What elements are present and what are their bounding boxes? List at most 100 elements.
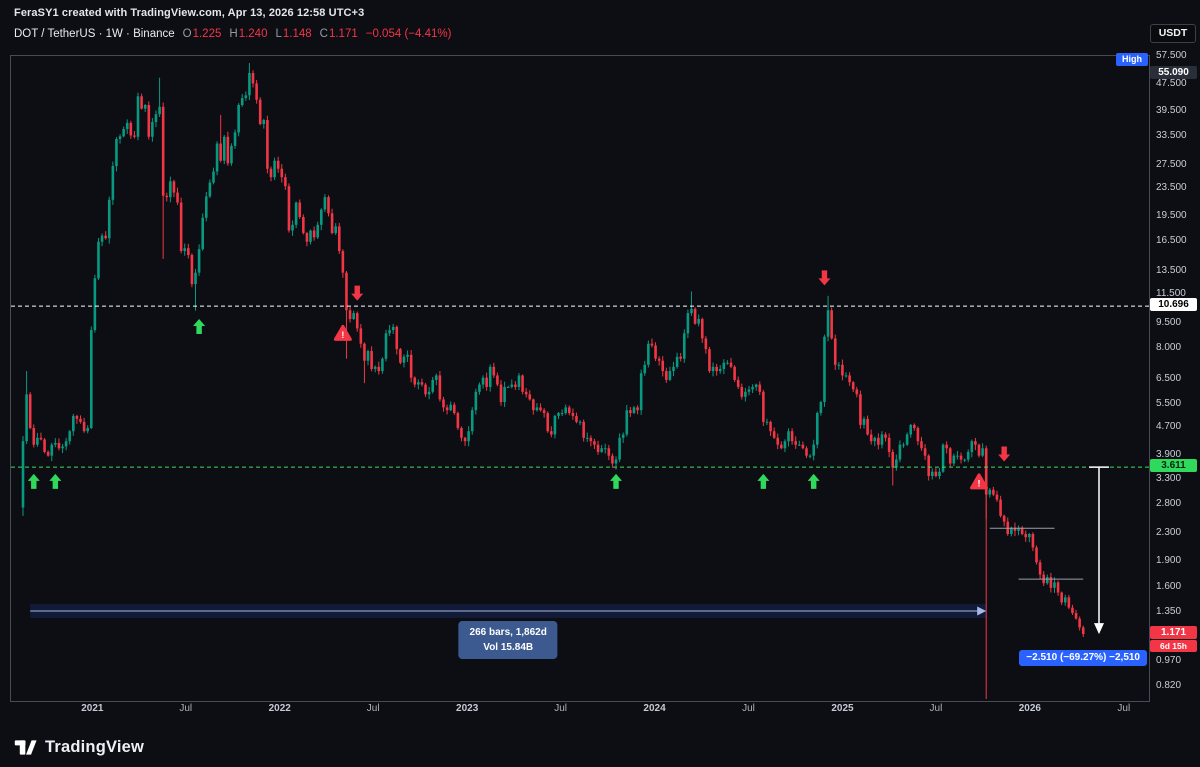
candle-body bbox=[445, 407, 449, 411]
arrow-down-marker[interactable] bbox=[998, 446, 1011, 462]
candle-body bbox=[1035, 547, 1038, 563]
candle-body bbox=[611, 455, 614, 464]
candle-body bbox=[905, 434, 909, 445]
price-axis-label: 3.900 bbox=[1156, 448, 1182, 460]
candle-body bbox=[754, 384, 758, 387]
symbol-legend[interactable]: DOT / TetherUS · 1W · Binance O1.225 H1.… bbox=[14, 28, 451, 40]
candle-body bbox=[305, 233, 309, 242]
time-axis-label: 2026 bbox=[1018, 703, 1041, 714]
candle-body bbox=[812, 444, 815, 456]
candle-body bbox=[61, 446, 64, 449]
candle-body bbox=[172, 181, 176, 193]
candle-body bbox=[930, 471, 934, 477]
candle-body bbox=[959, 455, 963, 460]
candle-body bbox=[877, 437, 880, 445]
candle-body bbox=[363, 343, 366, 361]
candle-body bbox=[395, 326, 399, 350]
time-axis-label: 2021 bbox=[81, 703, 104, 714]
candle-body bbox=[28, 394, 32, 429]
candle-body bbox=[851, 382, 855, 390]
candle-body bbox=[704, 338, 708, 350]
time-axis-label: Jul bbox=[366, 703, 380, 714]
candle-body bbox=[819, 402, 823, 414]
candle-body bbox=[46, 451, 50, 456]
candle-body bbox=[499, 384, 503, 403]
candle-body bbox=[1053, 582, 1056, 588]
currency-toggle-button[interactable]: USDT bbox=[1150, 24, 1196, 43]
price-axis-label: 39.500 bbox=[1156, 105, 1187, 117]
candle-body bbox=[438, 375, 442, 400]
candle-body bbox=[143, 105, 147, 109]
candle-body bbox=[503, 386, 506, 403]
candle-body bbox=[409, 354, 413, 378]
arrow-up-marker[interactable] bbox=[193, 319, 206, 335]
candle-body bbox=[266, 120, 269, 169]
arrow-down-marker[interactable] bbox=[351, 285, 364, 301]
measure-volume-text: Vol 15.84B bbox=[483, 642, 534, 653]
arrow-up-marker[interactable] bbox=[49, 473, 62, 489]
candle-body bbox=[424, 384, 427, 395]
candle-body bbox=[129, 122, 133, 136]
warning-marker[interactable] bbox=[970, 473, 989, 490]
time-axis[interactable]: 2021 Jul 2022 Jul 2023 Jul 2024 Jul 2025 Jul 2026 J… bbox=[10, 703, 1148, 721]
price-axis-label: 6.500 bbox=[1156, 372, 1182, 384]
arrow-up-marker[interactable] bbox=[757, 473, 770, 489]
candle-body bbox=[923, 448, 927, 456]
warning-marker[interactable] bbox=[333, 324, 352, 341]
arrow-up-marker[interactable] bbox=[610, 473, 623, 489]
candle-body bbox=[765, 421, 769, 423]
price-range-measure-label[interactable]: −2.510 (−69.27%) −2,510 bbox=[1019, 650, 1147, 666]
arrow-up-marker[interactable] bbox=[27, 473, 40, 489]
candle-body bbox=[54, 442, 57, 445]
candle-body bbox=[1013, 527, 1017, 531]
candle-body bbox=[654, 345, 657, 359]
candle-body bbox=[657, 358, 661, 361]
candle-body bbox=[21, 441, 25, 508]
candle-body bbox=[1081, 627, 1085, 635]
candle-body bbox=[68, 431, 72, 442]
arrow-up-marker[interactable] bbox=[807, 473, 820, 489]
candle-body bbox=[718, 368, 722, 372]
candle-body bbox=[733, 366, 736, 380]
date-range-measure-label[interactable]: 266 bars, 1,862d Vol 15.84B bbox=[458, 621, 558, 659]
candle-body bbox=[833, 338, 837, 365]
candle-body bbox=[269, 168, 273, 178]
candle-body bbox=[690, 308, 693, 314]
candle-body bbox=[571, 413, 575, 416]
price-axis[interactable]: USDT 57.500 47.500 39.500 33.500 27.500 23.50… bbox=[1149, 0, 1200, 767]
candle-body bbox=[1074, 613, 1078, 619]
candlestick-chart[interactable]: !! bbox=[11, 56, 1149, 701]
candle-body bbox=[406, 354, 409, 357]
candle-body bbox=[679, 356, 683, 359]
candle-body bbox=[625, 410, 629, 435]
candle-body bbox=[550, 431, 553, 435]
candle-body bbox=[258, 99, 262, 125]
arrow-down-marker[interactable] bbox=[818, 270, 831, 286]
candle-body bbox=[945, 444, 948, 449]
price-axis-label: 1.350 bbox=[1156, 606, 1182, 618]
candle-body bbox=[1031, 534, 1035, 548]
ohlc-close: C1.171 bbox=[319, 28, 358, 40]
candle-body bbox=[255, 83, 258, 100]
candle-body bbox=[273, 160, 276, 178]
candle-body bbox=[467, 431, 470, 442]
candle-body bbox=[133, 135, 136, 137]
time-axis-label: 2024 bbox=[643, 703, 666, 714]
attribution-text: FeraSY1 created with TradingView.com, Ap… bbox=[14, 7, 365, 19]
chart-pane[interactable]: !! High 266 bars, 1,862d Vol 15.84B −2.5… bbox=[10, 53, 1150, 702]
candle-body bbox=[557, 413, 560, 416]
price-change: −0.054 (−4.41%) bbox=[365, 28, 452, 40]
candle-body bbox=[100, 235, 104, 242]
time-axis-label: Jul bbox=[742, 703, 755, 714]
candle-body bbox=[514, 384, 517, 387]
tradingview-branding[interactable]: TradingView bbox=[13, 735, 144, 760]
price-axis-label: 16.500 bbox=[1156, 234, 1187, 246]
time-axis-label: Jul bbox=[1117, 703, 1131, 714]
symbol-title[interactable]: DOT / TetherUS · 1W · Binance bbox=[14, 28, 175, 40]
candle-body bbox=[485, 377, 488, 387]
candle-body bbox=[399, 349, 402, 363]
candle-body bbox=[212, 171, 215, 183]
price-axis-label: 57.500 bbox=[1156, 49, 1187, 61]
candle-body bbox=[567, 407, 571, 414]
